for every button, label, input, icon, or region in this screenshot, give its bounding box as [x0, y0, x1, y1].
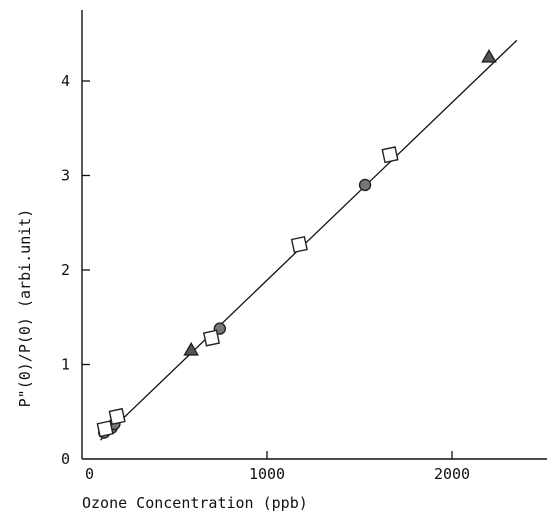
plot-area: 0 1 2 3 4 0 1000 2000 [61, 10, 547, 483]
x-tick-label: 1000 [249, 465, 285, 483]
x-tick-label: 0 [85, 465, 94, 483]
triangle-data-point [183, 341, 200, 356]
y-tick-label: 1 [61, 356, 70, 374]
x-axis-title: Ozone Concentration (ppb) [82, 494, 308, 512]
square-data-point [290, 235, 308, 254]
y-tick-label: 0 [61, 450, 70, 468]
square-data-point [202, 329, 221, 347]
square-data-point [381, 146, 399, 164]
x-axis-ticks: 0 1000 2000 [85, 451, 470, 483]
y-tick-label: 3 [61, 167, 70, 185]
y-tick-label: 4 [61, 72, 70, 90]
x-tick-label: 2000 [434, 465, 470, 483]
y-axis-ticks: 0 1 2 3 4 [61, 72, 90, 468]
y-axis-title: P"(0)/P(0) (arbi.unit) [16, 209, 34, 408]
triangle-data-point [481, 48, 497, 63]
circle-data-point [358, 178, 372, 192]
data-markers [96, 48, 497, 439]
square-data-point [108, 407, 126, 426]
square-data-point [96, 420, 114, 438]
y-tick-label: 2 [61, 261, 70, 279]
fit-line [100, 39, 518, 441]
